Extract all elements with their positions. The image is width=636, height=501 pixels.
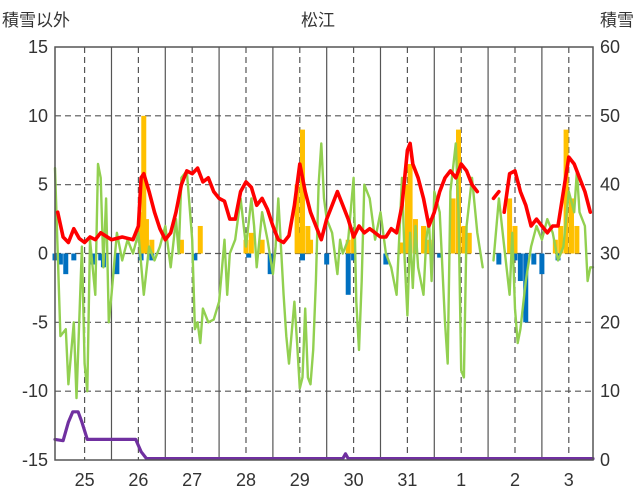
orange-bar (450, 198, 456, 254)
orange-bar (178, 239, 184, 254)
orange-bar (248, 232, 254, 254)
blue-bar (351, 253, 357, 261)
orange-bar (404, 184, 410, 254)
left-tick-label: 0 (38, 244, 48, 264)
blue-bar (192, 253, 198, 261)
blue-bar (114, 253, 120, 275)
right-tick-label: 30 (600, 244, 620, 264)
x-tick-label: 2 (510, 470, 520, 490)
orange-bar (399, 242, 405, 254)
left-tick-label: -15 (22, 450, 48, 470)
blue-bar (324, 253, 330, 265)
orange-bar (141, 115, 147, 254)
blue-bar (71, 253, 77, 261)
orange-bar (297, 232, 303, 254)
orange-bar (558, 225, 564, 254)
orange-bar (305, 225, 311, 254)
orange-bar (563, 129, 569, 254)
red-line (55, 141, 593, 245)
blue-bar (496, 253, 502, 265)
orange-bar (197, 225, 203, 254)
orange-bar (143, 219, 149, 254)
blue-bar (517, 253, 523, 282)
left-axis-ticks: 15 10 5 0 -5 -10 -15 (22, 37, 48, 470)
orange-bar (466, 232, 472, 254)
grid-lines (55, 47, 593, 460)
x-tick-label: 28 (236, 470, 256, 490)
x-tick-label: 30 (344, 470, 364, 490)
right-tick-label: 20 (600, 312, 620, 332)
left-tick-label: 10 (28, 106, 48, 126)
x-tick-label: 31 (397, 470, 417, 490)
x-tick-label: 3 (564, 470, 574, 490)
right-axis-ticks: 60 50 40 30 20 10 0 (600, 37, 620, 470)
plot-frame (54, 46, 594, 461)
x-tick-label: 1 (456, 470, 466, 490)
blue-bar (299, 253, 305, 261)
x-axis-ticks: 25 26 27 28 29 30 31 1 2 3 (75, 470, 574, 490)
x-tick-label: 29 (290, 470, 310, 490)
blue-bar (531, 253, 537, 265)
blue-bar (149, 253, 155, 261)
orange-bar (461, 225, 467, 254)
right-tick-label: 40 (600, 175, 620, 195)
left-tick-label: 15 (28, 37, 48, 57)
right-tick-label: 50 (600, 106, 620, 126)
x-tick-label: 25 (75, 470, 95, 490)
orange-bar (308, 239, 314, 254)
left-tick-label: -10 (22, 381, 48, 401)
blue-bar (512, 253, 518, 261)
orange-bar (421, 225, 427, 254)
right-tick-label: 0 (600, 450, 610, 470)
orange-bar (507, 198, 513, 254)
blue-bar (98, 253, 104, 261)
x-tick-label: 26 (128, 470, 148, 490)
orange-bar (294, 184, 300, 254)
blue-bar (63, 253, 69, 275)
right-tick-label: 10 (600, 381, 620, 401)
green-line (53, 142, 595, 400)
right-axis-label: 積雪 (600, 11, 634, 31)
blue-bar (437, 253, 443, 258)
orange-bar (407, 164, 413, 254)
blue-bar (57, 253, 63, 265)
orange-bar (351, 232, 357, 254)
orange-bar (138, 212, 144, 254)
left-tick-label: 5 (38, 175, 48, 195)
orange-bar (259, 239, 265, 254)
orange-bar (345, 239, 351, 254)
line-layer (53, 141, 595, 461)
blue-bar (345, 253, 351, 295)
orange-bar (574, 225, 580, 254)
blue-bar (539, 253, 545, 275)
orange-bar (149, 239, 155, 254)
orange-bar (299, 129, 305, 254)
x-tick-label: 27 (182, 470, 202, 490)
right-tick-label: 60 (600, 37, 620, 57)
purple-line (53, 410, 595, 461)
left-tick-label: -5 (32, 312, 48, 332)
blue-bar (383, 253, 389, 265)
orange-bar (512, 225, 518, 254)
chart-title: 松江 (301, 11, 335, 31)
orange-bar (568, 198, 574, 254)
left-axis-label: 積雪以外 (2, 11, 70, 31)
blue-bar (246, 253, 252, 258)
